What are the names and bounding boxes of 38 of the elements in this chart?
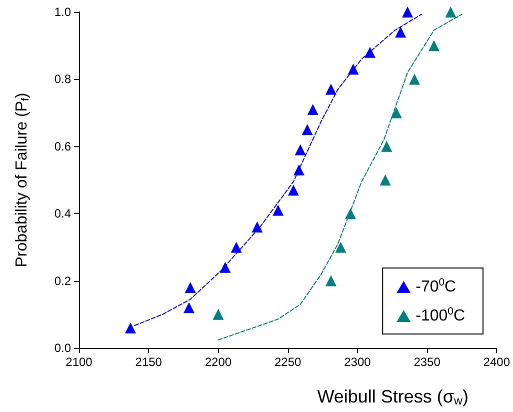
y-tick-label: 1.0 bbox=[54, 5, 72, 19]
point bbox=[445, 6, 456, 18]
point bbox=[325, 275, 336, 286]
point bbox=[212, 308, 224, 320]
point bbox=[325, 84, 336, 95]
point bbox=[380, 174, 391, 186]
x-tick-label: 2100 bbox=[66, 355, 93, 369]
x-tick-label: 2250 bbox=[274, 355, 302, 369]
x-tick-label: 2350 bbox=[414, 355, 441, 369]
y-tick-label: 0.4 bbox=[54, 206, 72, 221]
point bbox=[381, 140, 392, 152]
y-axis-title: Probability of Failure (Pf) bbox=[14, 92, 32, 268]
point bbox=[402, 6, 414, 18]
point bbox=[288, 184, 299, 196]
point bbox=[307, 104, 318, 115]
point bbox=[335, 242, 346, 253]
point bbox=[220, 262, 231, 273]
point bbox=[294, 144, 306, 156]
x-tick-label: 2200 bbox=[204, 355, 232, 369]
y-tick-label: 0.0 bbox=[54, 341, 72, 355]
x-tick-label: 2150 bbox=[135, 355, 162, 369]
point bbox=[390, 107, 402, 118]
y-tick-label: 0.6 bbox=[54, 139, 72, 154]
y-tick-label: 0.2 bbox=[54, 274, 72, 288]
point bbox=[230, 242, 242, 253]
point bbox=[395, 26, 406, 38]
point bbox=[302, 124, 313, 136]
point bbox=[272, 204, 284, 216]
point bbox=[183, 302, 194, 314]
point bbox=[409, 74, 420, 85]
point bbox=[252, 222, 263, 233]
point bbox=[125, 322, 136, 334]
point bbox=[428, 40, 440, 52]
x-tick-label: 2300 bbox=[344, 355, 372, 369]
x-tick-label: 2400 bbox=[483, 355, 510, 369]
point bbox=[184, 282, 196, 294]
point bbox=[364, 46, 376, 58]
y-tick-label: 0.8 bbox=[54, 72, 72, 86]
